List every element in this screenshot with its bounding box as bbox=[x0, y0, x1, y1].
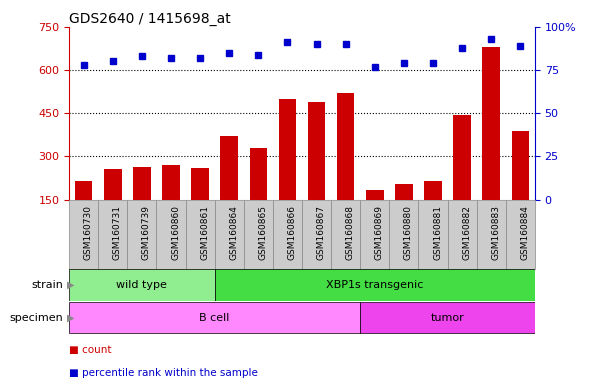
Bar bbox=[75, 181, 93, 243]
Text: GSM160867: GSM160867 bbox=[317, 205, 326, 260]
Bar bbox=[69, 302, 360, 333]
Bar bbox=[337, 93, 355, 243]
Text: B cell: B cell bbox=[200, 313, 230, 323]
Text: XBP1s transgenic: XBP1s transgenic bbox=[326, 280, 424, 290]
Text: tumor: tumor bbox=[431, 313, 465, 323]
Bar bbox=[244, 200, 273, 269]
Bar bbox=[186, 200, 215, 269]
Bar bbox=[133, 167, 151, 243]
Bar bbox=[366, 190, 383, 243]
Text: wild type: wild type bbox=[117, 280, 167, 290]
Bar bbox=[302, 200, 331, 269]
Text: GSM160882: GSM160882 bbox=[462, 205, 471, 260]
Bar bbox=[162, 165, 180, 243]
Text: GSM160739: GSM160739 bbox=[142, 205, 151, 260]
Bar bbox=[360, 302, 535, 333]
Text: GSM160883: GSM160883 bbox=[491, 205, 500, 260]
Bar bbox=[424, 181, 442, 243]
Bar bbox=[156, 200, 186, 269]
Text: GSM160860: GSM160860 bbox=[171, 205, 180, 260]
Text: GSM160884: GSM160884 bbox=[520, 205, 529, 260]
Bar bbox=[389, 200, 418, 269]
Text: GSM160866: GSM160866 bbox=[287, 205, 296, 260]
Bar bbox=[215, 200, 244, 269]
Bar bbox=[127, 200, 156, 269]
Text: strain: strain bbox=[31, 280, 63, 290]
Bar bbox=[249, 148, 267, 243]
Text: GSM160865: GSM160865 bbox=[258, 205, 267, 260]
Bar bbox=[215, 270, 535, 301]
Bar bbox=[395, 184, 413, 243]
Text: GSM160868: GSM160868 bbox=[346, 205, 355, 260]
Bar bbox=[69, 270, 215, 301]
Text: GSM160869: GSM160869 bbox=[375, 205, 384, 260]
Bar bbox=[453, 115, 471, 243]
Bar bbox=[279, 99, 296, 243]
Bar bbox=[418, 200, 448, 269]
Text: specimen: specimen bbox=[10, 313, 63, 323]
Bar bbox=[98, 200, 127, 269]
Text: ▶: ▶ bbox=[67, 313, 75, 323]
Bar bbox=[273, 200, 302, 269]
Bar bbox=[483, 47, 500, 243]
Bar bbox=[104, 169, 121, 243]
Text: GSM160731: GSM160731 bbox=[113, 205, 122, 260]
Bar bbox=[448, 200, 477, 269]
Bar bbox=[511, 131, 529, 243]
Text: GSM160880: GSM160880 bbox=[404, 205, 413, 260]
Bar bbox=[506, 200, 535, 269]
Bar bbox=[221, 136, 238, 243]
Text: ■ percentile rank within the sample: ■ percentile rank within the sample bbox=[69, 368, 258, 378]
Bar bbox=[69, 200, 98, 269]
Bar bbox=[308, 102, 325, 243]
Text: GDS2640 / 1415698_at: GDS2640 / 1415698_at bbox=[69, 12, 231, 26]
Bar bbox=[191, 168, 209, 243]
Text: GSM160881: GSM160881 bbox=[433, 205, 442, 260]
Text: ■ count: ■ count bbox=[69, 345, 112, 355]
Text: GSM160730: GSM160730 bbox=[84, 205, 93, 260]
Text: GSM160864: GSM160864 bbox=[229, 205, 238, 260]
Bar bbox=[331, 200, 360, 269]
Bar bbox=[477, 200, 506, 269]
Text: ▶: ▶ bbox=[67, 280, 75, 290]
Text: GSM160861: GSM160861 bbox=[200, 205, 209, 260]
Bar bbox=[360, 200, 389, 269]
